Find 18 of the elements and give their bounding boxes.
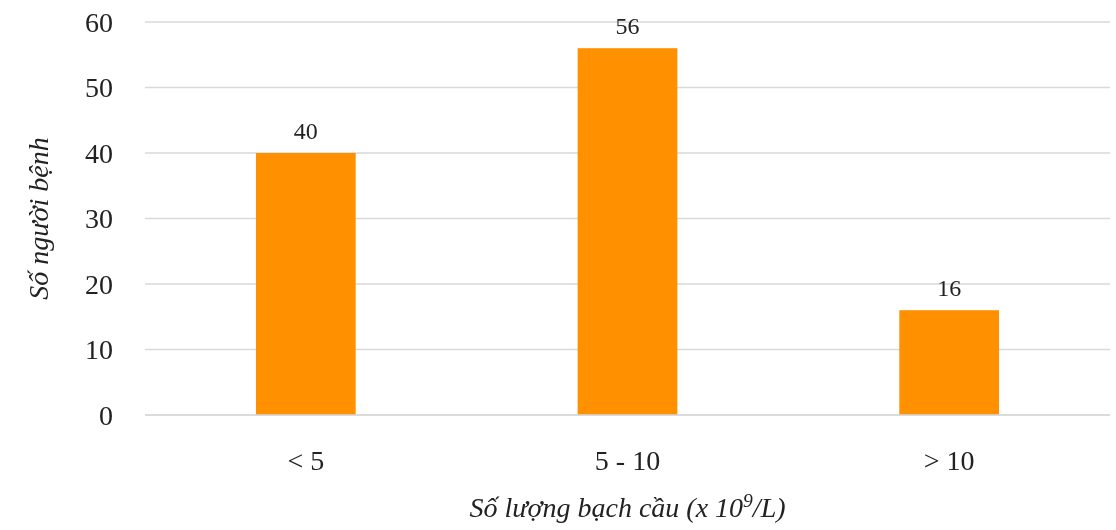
- y-tick-label: 60: [85, 6, 113, 38]
- bar: [255, 153, 356, 415]
- x-tick-label: > 10: [923, 445, 975, 476]
- y-tick-label: 0: [99, 399, 113, 431]
- y-tick-label: 50: [85, 72, 113, 104]
- x-axis-title: Số lượng bạch cầu (x 10$^{9}$/L): [469, 489, 786, 523]
- y-tick-label: 10: [85, 334, 113, 366]
- bar: [899, 310, 1000, 415]
- x-tick-label: < 5: [287, 445, 325, 476]
- data-label: 16: [937, 275, 962, 302]
- y-axis-title: Số người bệnh: [23, 137, 54, 300]
- y-tick-label: 30: [85, 203, 113, 235]
- y-tick-label: 20: [85, 268, 113, 300]
- bar: [577, 48, 678, 415]
- data-label: 40: [293, 118, 318, 144]
- data-label: 56: [615, 13, 640, 40]
- x-tick-label: 5 - 10: [594, 445, 661, 476]
- y-tick-label: 40: [85, 137, 113, 169]
